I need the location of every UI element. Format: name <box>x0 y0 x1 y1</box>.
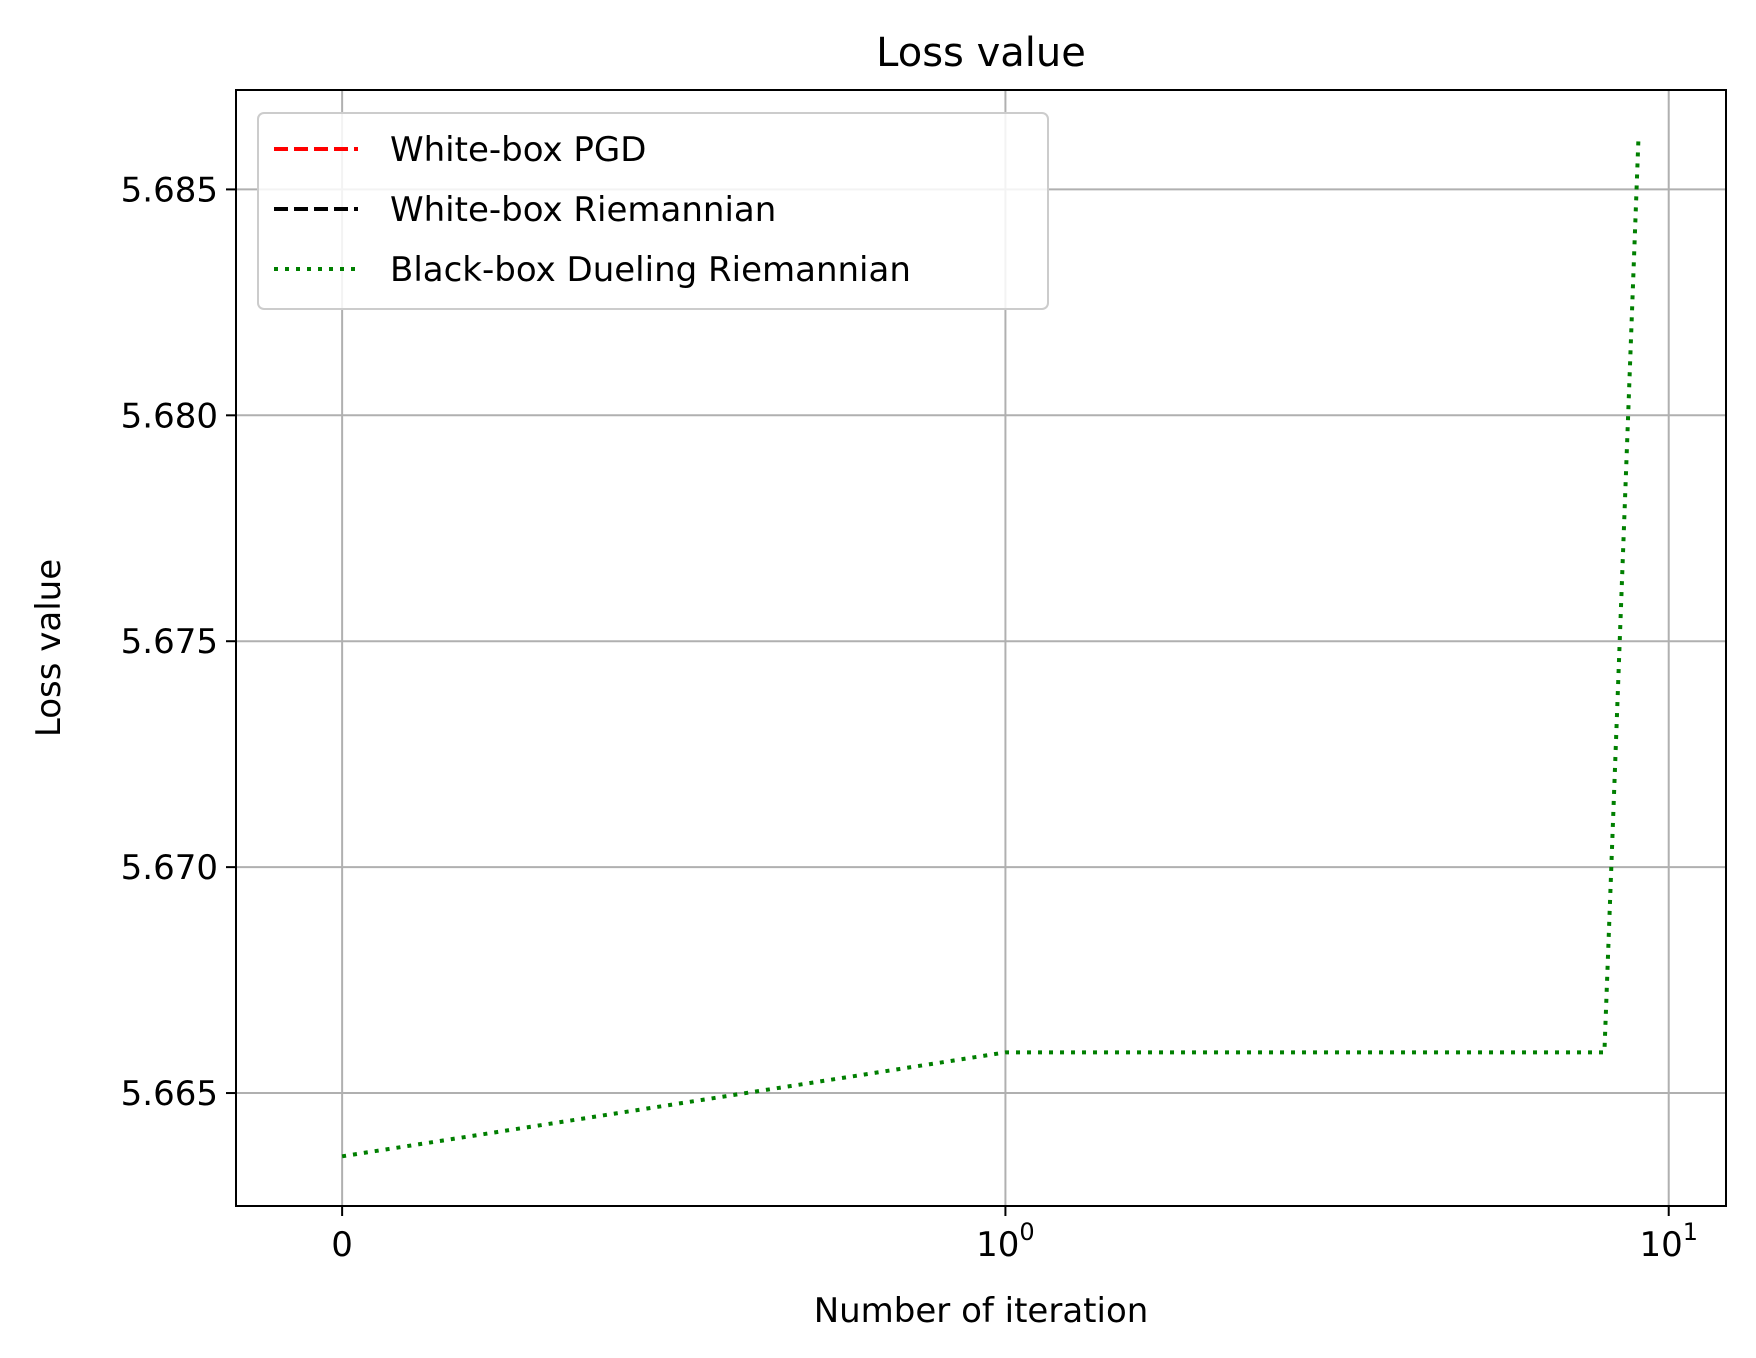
legend-box <box>257 112 1049 310</box>
x-tick-label: 100 <box>976 1218 1035 1265</box>
y-tick-label: 5.670 <box>121 848 218 888</box>
axes-frame <box>235 89 1727 1207</box>
series-layer <box>341 139 1641 1159</box>
y-tick-label: 5.665 <box>121 1074 218 1114</box>
legend-label-1: White-box Riemannian <box>390 190 776 230</box>
y-tick-label: 5.685 <box>121 170 218 210</box>
y-tick-label: 5.675 <box>121 622 218 662</box>
y-tick-label: 5.680 <box>121 396 218 436</box>
x-tick-label-exponent: 0 <box>1019 1218 1034 1246</box>
x-axis-label: Number of iteration <box>814 1291 1149 1331</box>
chart-title: Loss value <box>876 30 1086 76</box>
x-tick-label-base: 0 <box>331 1225 353 1265</box>
x-tick-label: 0 <box>331 1225 353 1265</box>
x-tick-label-exponent: 1 <box>1683 1218 1698 1246</box>
series-line-2 <box>341 139 1641 1159</box>
legend: White-box PGD White-box Riemannian Black-b… <box>257 112 1049 310</box>
y-axis-label: Loss value <box>29 559 69 737</box>
legend-label-0: White-box PGD <box>390 130 646 170</box>
x-tick-label: 101 <box>1639 1218 1698 1265</box>
x-tick-label-base: 10 <box>1639 1225 1682 1265</box>
grid-lines <box>236 90 1726 1206</box>
legend-label-2: Black-box Dueling Riemannian <box>390 250 911 290</box>
x-tick-label-base: 10 <box>976 1225 1019 1265</box>
